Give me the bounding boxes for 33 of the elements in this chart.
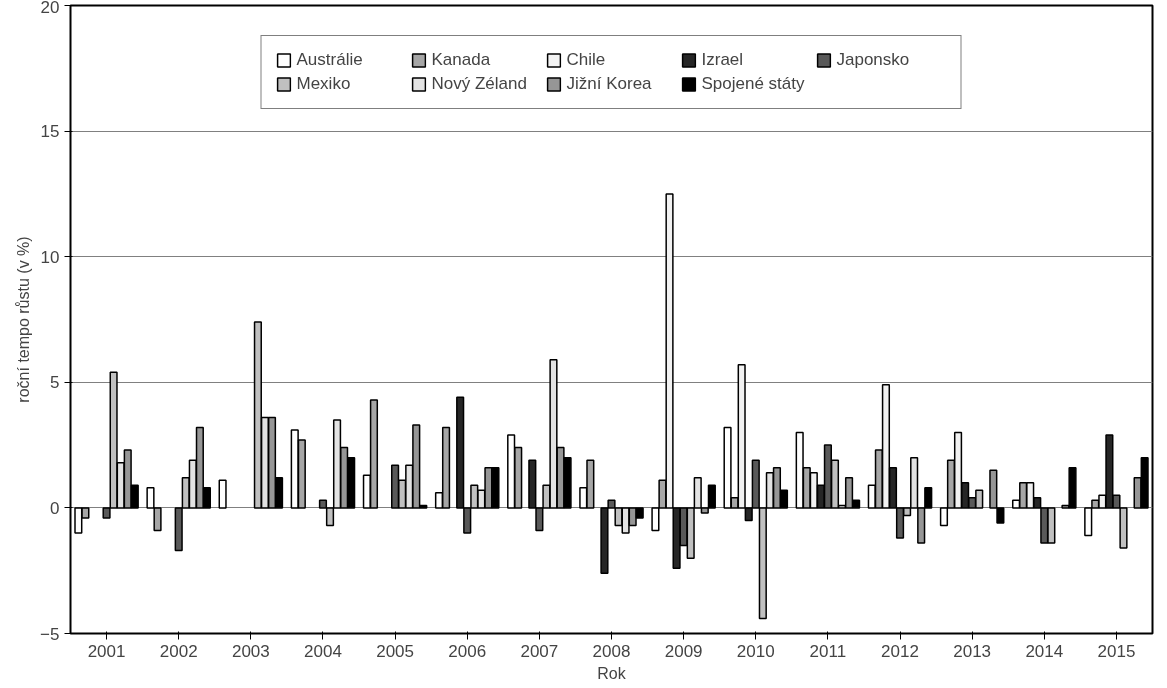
x-tick-label: 2005: [376, 641, 415, 661]
legend-label: Nový Zéland: [431, 74, 528, 94]
y-tick-label: 20: [40, 0, 60, 17]
legend-label: Chile: [566, 50, 607, 70]
y-tick-label: 5: [50, 373, 60, 393]
x-tick-label: 2003: [231, 641, 270, 661]
x-tick-label: 2011: [809, 641, 847, 661]
x-tick-label: 2015: [1097, 641, 1136, 661]
x-tick-label: 2008: [592, 641, 631, 661]
legend-label: Mexiko: [296, 74, 352, 94]
x-tick-label: 2010: [736, 641, 775, 661]
bar: [218, 479, 227, 509]
y-tick-label: 15: [40, 122, 60, 142]
y-axis-title: roční tempo růstu (v %): [15, 236, 33, 403]
legend-label: Izrael: [701, 50, 745, 70]
legend-label: Jižní Korea: [566, 74, 653, 94]
legend-label: Spojené státy: [701, 74, 806, 94]
x-axis-title: Rok: [597, 664, 627, 682]
x-tick-label: 2013: [953, 641, 992, 661]
x-tick-label: 2006: [448, 641, 487, 661]
x-tick-label: 2001: [87, 641, 126, 661]
legend-label: Austrálie: [296, 50, 364, 70]
x-tick-label: 2004: [304, 641, 342, 661]
y-tick-label: 0: [50, 498, 60, 518]
legend-label: Kanada: [431, 50, 492, 70]
x-tick-label: 2007: [520, 641, 559, 661]
x-tick-label: 2012: [881, 641, 919, 661]
x-tick-label: 2009: [664, 641, 703, 661]
x-tick-label: 2002: [159, 641, 198, 661]
x-tick-label: 2014: [1025, 641, 1064, 661]
y-tick-label: 10: [40, 247, 60, 267]
y-tick-label: −5: [40, 624, 60, 644]
legend-label: Japonsko: [836, 50, 911, 70]
